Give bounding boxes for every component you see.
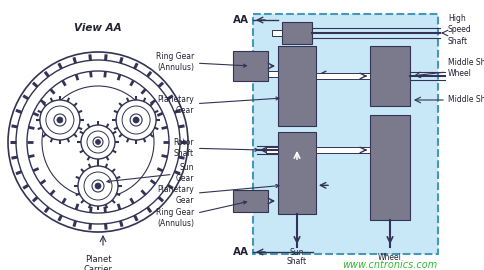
Circle shape <box>81 125 115 159</box>
Bar <box>282 22 312 44</box>
Bar <box>370 46 410 106</box>
Bar <box>272 30 282 36</box>
Circle shape <box>40 100 80 140</box>
Text: Middle Shaft: Middle Shaft <box>448 96 484 104</box>
Circle shape <box>133 117 139 123</box>
Circle shape <box>27 71 169 213</box>
Bar <box>370 115 410 220</box>
Bar <box>278 132 316 214</box>
Text: www.cntronics.com: www.cntronics.com <box>342 260 438 270</box>
Circle shape <box>122 106 150 134</box>
Text: View AA: View AA <box>74 23 122 33</box>
Text: Rotor
Shaft: Rotor Shaft <box>173 138 258 158</box>
Circle shape <box>16 60 180 224</box>
Circle shape <box>95 183 101 189</box>
Text: High
Speed
Shaft: High Speed Shaft <box>448 14 472 46</box>
Text: Planet
Carrier: Planet Carrier <box>84 255 112 270</box>
Circle shape <box>54 114 66 126</box>
Text: Ring Gear
(Annulus): Ring Gear (Annulus) <box>156 201 246 228</box>
Circle shape <box>84 172 112 200</box>
Text: Ring Gear
(Annulus): Ring Gear (Annulus) <box>156 52 246 72</box>
Bar <box>316 73 370 79</box>
Circle shape <box>78 166 118 206</box>
Bar <box>253 14 438 254</box>
Text: AA: AA <box>233 15 249 25</box>
Bar <box>266 71 278 77</box>
Bar <box>233 190 268 212</box>
Bar <box>316 147 370 153</box>
Circle shape <box>130 114 142 126</box>
Bar <box>278 46 316 126</box>
Circle shape <box>95 140 101 144</box>
Text: Planetary
Gear: Planetary Gear <box>157 184 279 205</box>
Circle shape <box>116 100 156 140</box>
Circle shape <box>87 131 109 153</box>
Bar <box>233 51 268 81</box>
Text: AA: AA <box>233 247 249 257</box>
Circle shape <box>57 117 63 123</box>
Circle shape <box>92 180 104 192</box>
Circle shape <box>46 106 74 134</box>
Text: Middle Shaft
Wheel: Middle Shaft Wheel <box>448 58 484 78</box>
Text: Wheel: Wheel <box>378 252 402 262</box>
Text: Sun
Gear: Sun Gear <box>107 163 194 183</box>
Bar <box>266 147 278 153</box>
Circle shape <box>93 137 103 147</box>
Text: Planetary
Gear: Planetary Gear <box>157 95 279 115</box>
Text: Sun
Shaft: Sun Shaft <box>287 248 307 266</box>
